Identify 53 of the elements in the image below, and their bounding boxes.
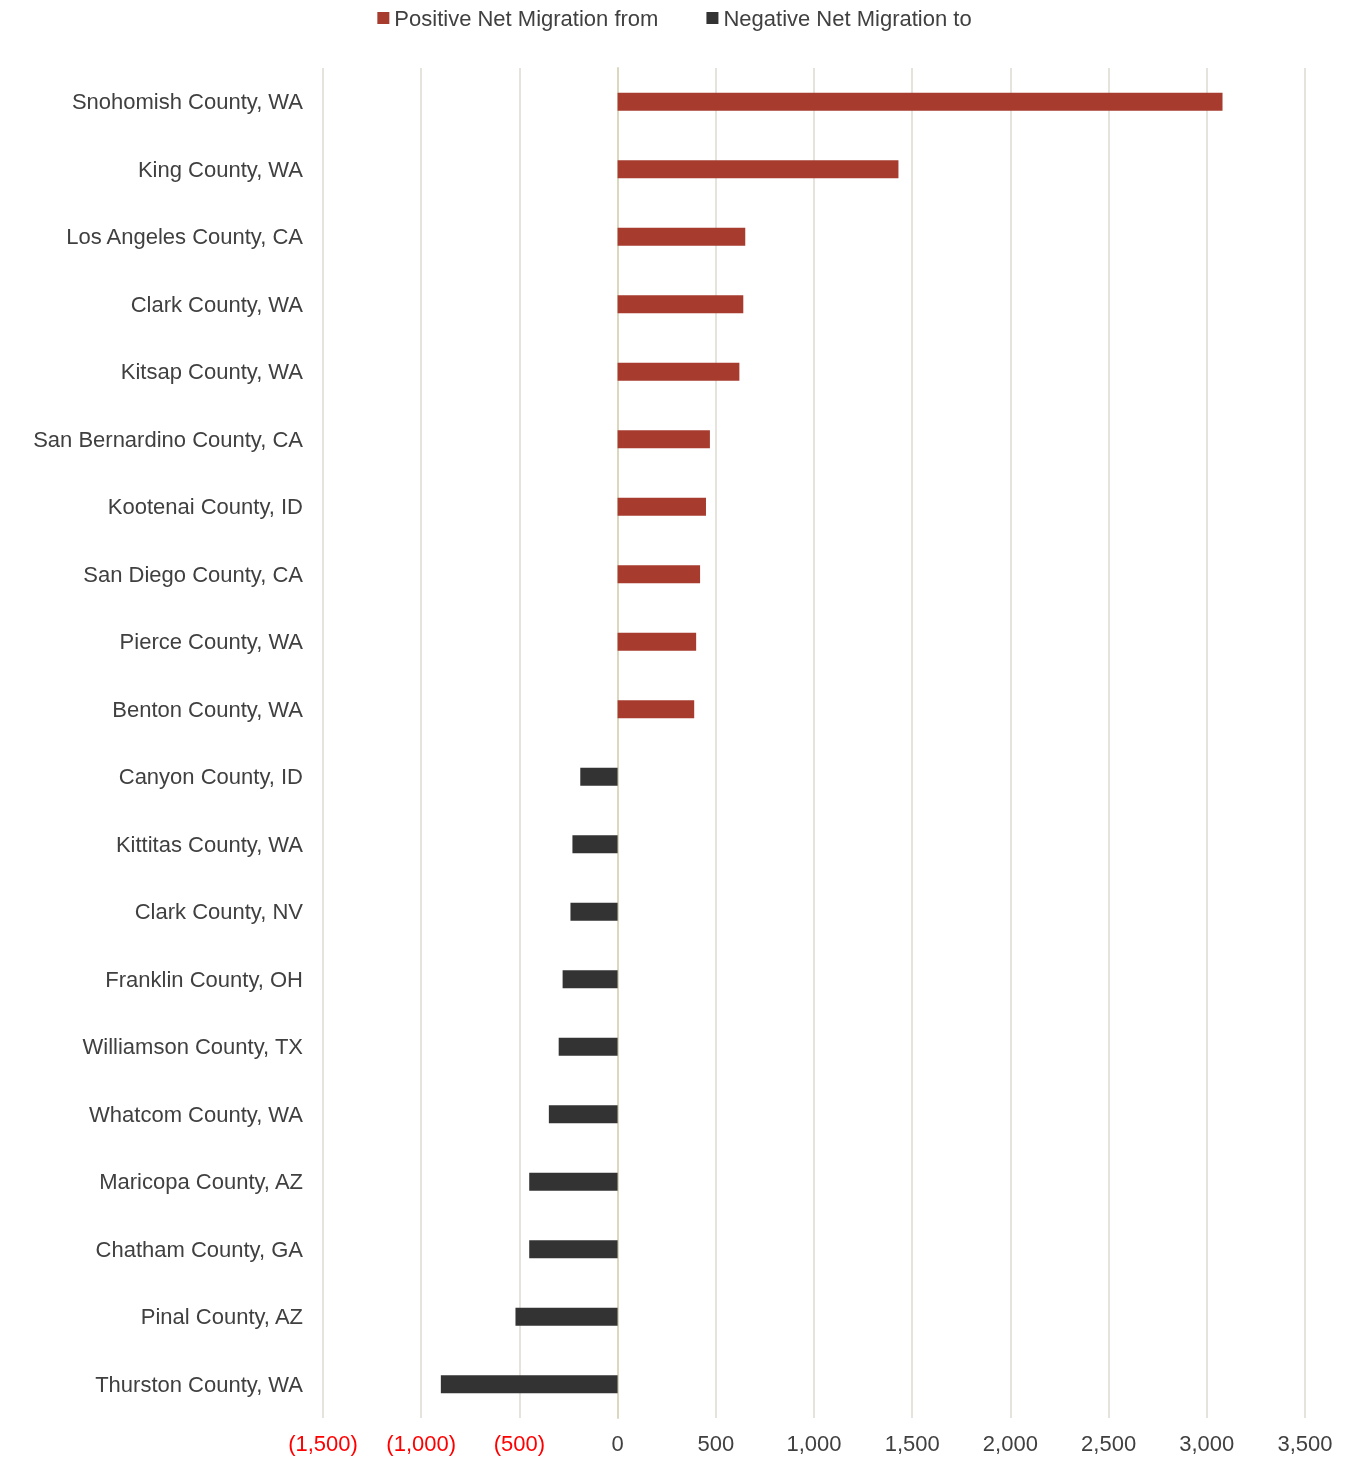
y-tick-label: Clark County, WA: [130, 291, 304, 317]
x-tick-label: (1,000): [386, 1430, 457, 1456]
bar: [529, 1240, 618, 1259]
y-tick-label: King County, WA: [137, 156, 304, 182]
bar: [617, 632, 697, 651]
bar: [570, 902, 618, 921]
y-tick-label: Benton County, WA: [112, 696, 304, 722]
y-tick-label: San Bernardino County, CA: [33, 426, 304, 452]
bar: [617, 295, 744, 314]
y-tick-label: Chatham County, GA: [95, 1236, 304, 1262]
legend-label: Negative Net Migration to: [723, 5, 972, 31]
y-tick-label: Whatcom County, WA: [89, 1101, 304, 1127]
y-tick-label: Pierce County, WA: [119, 629, 304, 655]
bar: [617, 497, 706, 516]
x-tick-label: (500): [493, 1430, 546, 1456]
x-tick-label: 2,500: [1081, 1430, 1137, 1456]
x-tick-label: 3,500: [1277, 1430, 1333, 1456]
y-tick-label: Snohomish County, WA: [71, 89, 304, 115]
bar: [580, 767, 618, 786]
y-tick-label: Kittitas County, WA: [115, 831, 304, 857]
y-tick-label: Maricopa County, AZ: [99, 1169, 303, 1195]
y-tick-label: Kitsap County, WA: [120, 359, 304, 385]
y-tick-label: Thurston County, WA: [95, 1371, 304, 1397]
x-tick-label: 2,000: [982, 1430, 1038, 1456]
bar: [562, 970, 618, 989]
bar: [548, 1105, 618, 1124]
y-tick-label: Clark County, NV: [134, 899, 304, 925]
bar: [617, 160, 899, 179]
x-tick-label: 3,000: [1179, 1430, 1235, 1456]
bar: [617, 430, 710, 449]
y-tick-label: Williamson County, TX: [82, 1034, 304, 1060]
bar: [617, 700, 695, 719]
y-tick-label: Kootenai County, ID: [107, 494, 303, 520]
bar: [558, 1037, 618, 1056]
y-tick-label: Canyon County, ID: [118, 764, 303, 790]
x-tick-label: (1,500): [288, 1430, 358, 1456]
bar: [617, 227, 746, 246]
y-tick-label: Franklin County, OH: [105, 966, 303, 992]
bar: [617, 565, 701, 584]
x-tick-label: 1,000: [786, 1430, 842, 1456]
x-tick-label: 500: [697, 1430, 735, 1456]
bar: [617, 92, 1223, 111]
y-tick-label: Los Angeles County, CA: [66, 224, 304, 250]
bar: [515, 1307, 618, 1326]
y-tick-label: San Diego County, CA: [83, 561, 304, 587]
bar: [529, 1172, 618, 1191]
bar: [572, 835, 618, 854]
bar: [617, 362, 740, 381]
y-tick-label: Pinal County, AZ: [140, 1304, 303, 1330]
bar: [440, 1375, 618, 1394]
legend-label: Positive Net Migration from: [394, 5, 659, 31]
x-tick-label: 1,500: [884, 1430, 940, 1456]
x-tick-label: 0: [611, 1430, 624, 1456]
